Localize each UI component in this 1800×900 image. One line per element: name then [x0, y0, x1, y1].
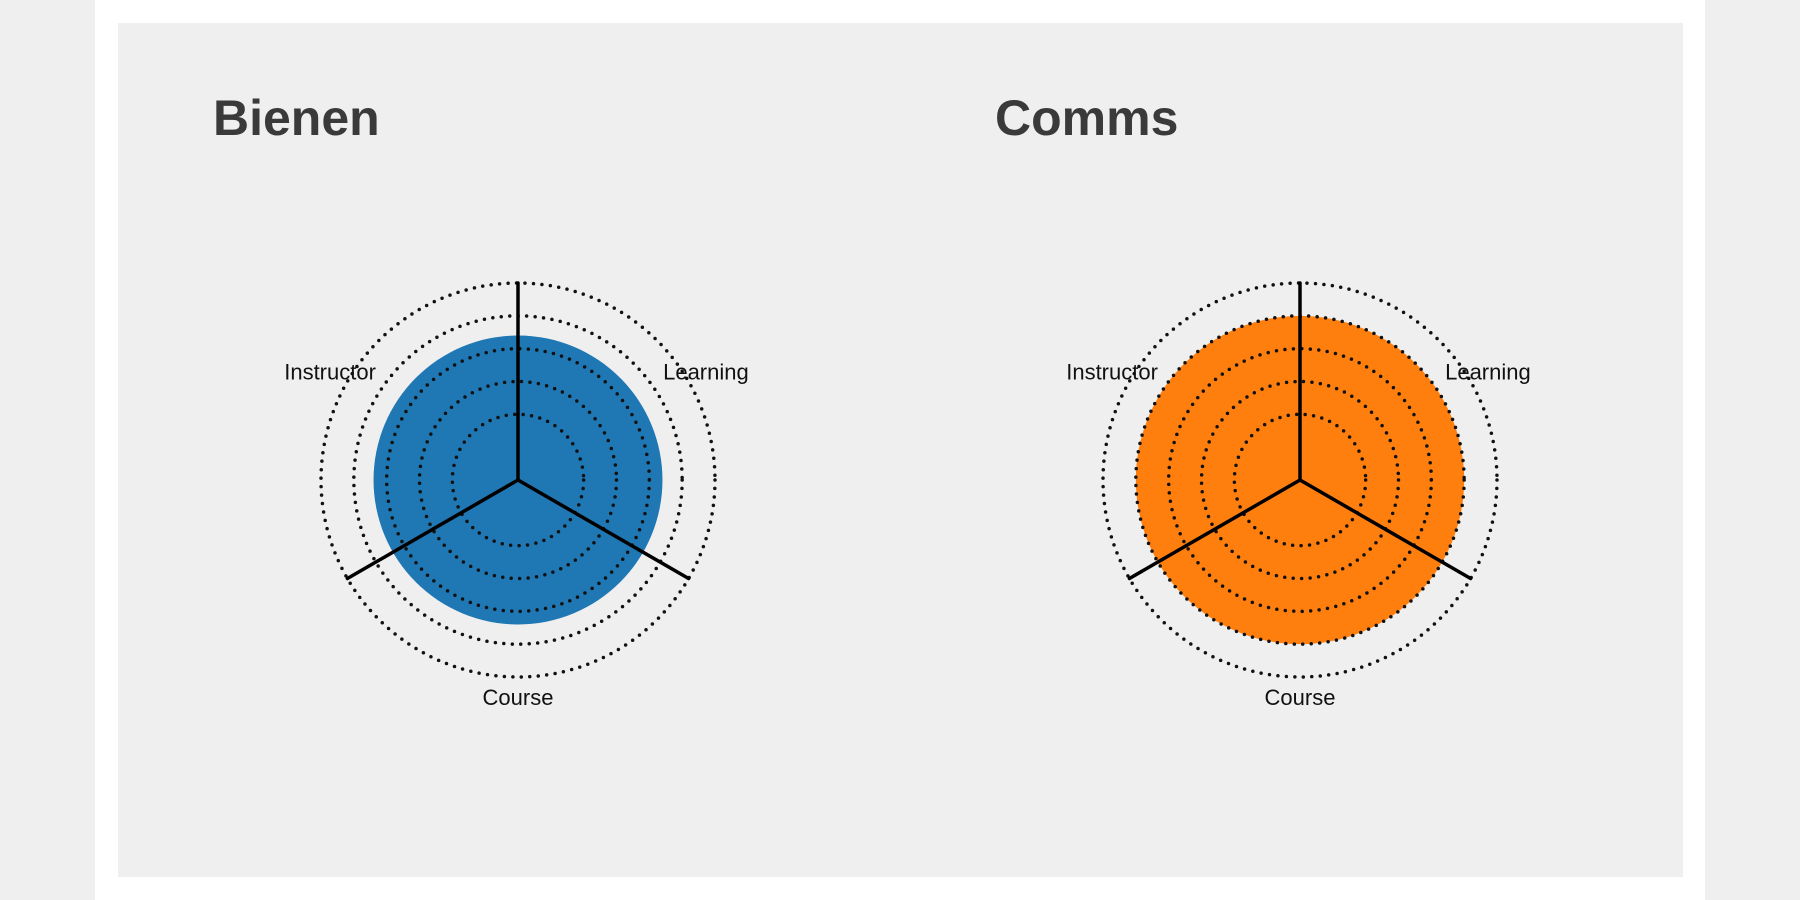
axis-label-course: Course	[483, 685, 554, 710]
axis-spoke	[516, 478, 691, 581]
axis-spoke	[1298, 478, 1473, 581]
grid-ring	[417, 379, 619, 581]
axis-label-course: Course	[1265, 685, 1336, 710]
grid-ring	[1199, 379, 1401, 581]
axis-label-instructor: Instructor	[284, 360, 376, 385]
axis-spoke	[1127, 478, 1302, 581]
axis-label-learning: Learning	[663, 360, 749, 385]
chart-title-bienen: Bienen	[213, 90, 380, 146]
grid-ring	[384, 346, 652, 614]
chart-panel: Bienen Comms Learning Course Instructor Lea…	[118, 23, 1683, 877]
page: Bienen Comms Learning Course Instructor Lea…	[95, 0, 1705, 900]
chart-title-comms: Comms	[995, 90, 1179, 146]
grid-ring	[1166, 346, 1434, 614]
axis-label-learning: Learning	[1445, 360, 1531, 385]
grid-ring	[450, 412, 586, 548]
grid-ring	[1232, 412, 1368, 548]
radar-charts: Learning Course Instructor Learning Course In…	[284, 281, 1531, 710]
axis-spoke	[345, 478, 520, 581]
axis-label-instructor: Instructor	[1066, 360, 1158, 385]
